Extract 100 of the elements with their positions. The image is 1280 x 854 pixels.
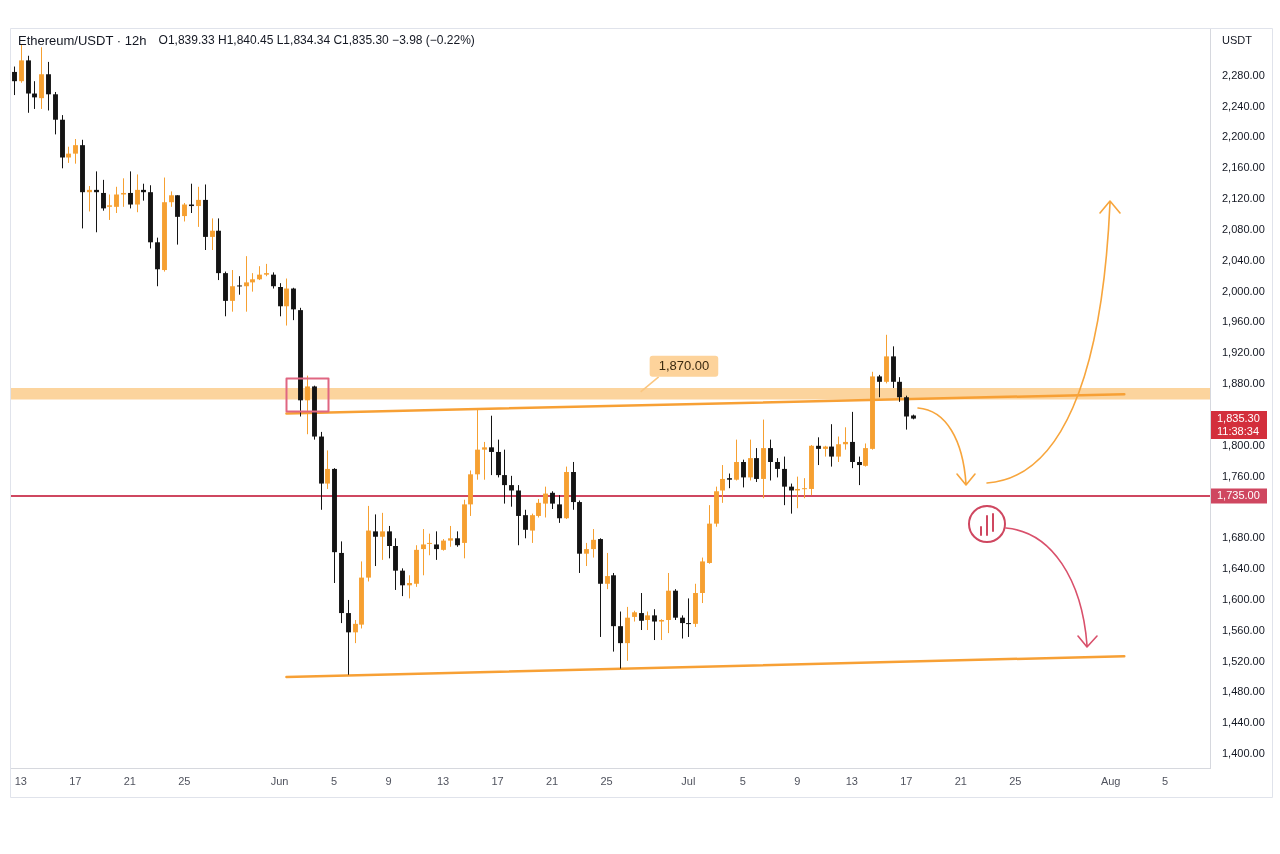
x-tick-label: 9 [385,774,392,787]
x-tick-label: 13 [14,774,27,787]
candlestick [210,217,215,251]
y-tick-label: 1,480.00 [1222,685,1265,698]
candlestick [639,592,644,631]
candlestick [591,528,596,559]
y-tick-label: 2,000.00 [1222,284,1265,297]
candlestick [502,449,507,505]
y-tick-label: 1,880.00 [1222,377,1265,390]
x-tick-label: Aug [1100,774,1121,787]
candlestick [278,282,283,317]
candlestick [325,449,330,490]
annotation: 1,870.00 [658,358,710,374]
x-tick-label: 5 [739,774,746,787]
candlestick [904,395,909,431]
x-tick-label: 17 [900,774,913,787]
candlestick [509,475,514,508]
y-tick-label: 2,280.00 [1222,68,1265,81]
candlestick [775,457,780,478]
y-tick-label: 2,160.00 [1222,161,1265,174]
candlestick [584,542,589,567]
candlestick [12,66,17,96]
candlestick [605,552,610,590]
y-tick-label: 1,680.00 [1222,531,1265,544]
x-tick-label: 17 [69,774,82,787]
y-tick-label: 1,600.00 [1222,592,1265,605]
y-tick-label: 1,920.00 [1222,346,1265,359]
candlestick [244,255,249,313]
candlestick [101,179,106,212]
y-tick-label: 1,760.00 [1222,469,1265,482]
y-tick-label: 1,440.00 [1222,716,1265,729]
x-tick-label: 5 [1162,774,1169,787]
candlestick [380,512,385,561]
candlestick [73,138,78,165]
y-tick-label: 2,080.00 [1222,222,1265,235]
chart-title: Ethereum/USDT · 12h [18,32,147,48]
candlestick [121,177,126,208]
candlestick [135,173,140,213]
y-tick-label: 1,560.00 [1222,623,1265,636]
candlestick [645,611,650,631]
y-tick-label: 1,520.00 [1222,654,1265,667]
candlestick [543,486,548,518]
y-tick-label: 1,400.00 [1222,747,1265,760]
candlestick [802,477,807,499]
candlestick [496,439,501,478]
candlestick [94,170,99,233]
candlestick [114,186,119,214]
candlestick [754,447,759,483]
x-tick-label: 25 [600,774,613,787]
candlestick [897,376,902,403]
candlestick [39,46,44,110]
candlestick [400,567,405,597]
y-tick-label: 1,800.00 [1222,438,1265,451]
candlestick [829,423,834,468]
y-tick-label: 1,640.00 [1222,562,1265,575]
x-tick-label: 13 [436,774,450,787]
x-tick-label: Jun [270,774,289,787]
candlestick [434,530,439,561]
candlestick [196,186,201,228]
candlestick [877,374,882,398]
x-tick-label: 21 [954,774,967,787]
candlestick [816,436,821,466]
y-tick-label: 2,040.00 [1222,253,1265,266]
y-axis-title: USDT [1222,34,1253,47]
candlestick [850,411,855,469]
candlestick [843,426,848,451]
candlestick [87,185,92,212]
candlestick [741,459,746,488]
candlestick [863,442,868,468]
candlestick [373,513,378,567]
candlestick [128,170,133,209]
candlestick [768,439,773,481]
x-tick-label: 13 [845,774,858,787]
candlestick [407,574,412,599]
candlestick [659,618,664,641]
x-tick-label: Jul [681,774,696,787]
text: O1,839.33 H1,840.45 L1,834.34 C1,835.30 −3.98 (−0.22%) [158,33,475,48]
candlestick [748,439,753,481]
candlestick [857,456,862,486]
x-tick-label: 9 [794,774,801,787]
ref-line-label: 1,735.00 [1217,488,1260,501]
candlestick [46,61,51,111]
candlestick [250,272,255,293]
candlestick [427,533,432,556]
candlestick [489,415,494,476]
candlestick [782,456,787,506]
candlestick [346,599,351,676]
y-tick-label: 2,240.00 [1222,99,1265,112]
candlestick [182,202,187,222]
candlestick [237,275,242,296]
x-tick-label: 21 [123,774,136,787]
candlestick [789,483,794,515]
candlestick [686,597,691,638]
y-tick-label: 1,960.00 [1222,315,1265,328]
candlestick [795,476,800,509]
x-tick-label: 25 [1009,774,1022,787]
x-tick-label: 5 [331,774,338,787]
x-tick-label: 21 [545,774,559,787]
x-tick-label: 17 [491,774,504,787]
candlestick [523,509,528,539]
